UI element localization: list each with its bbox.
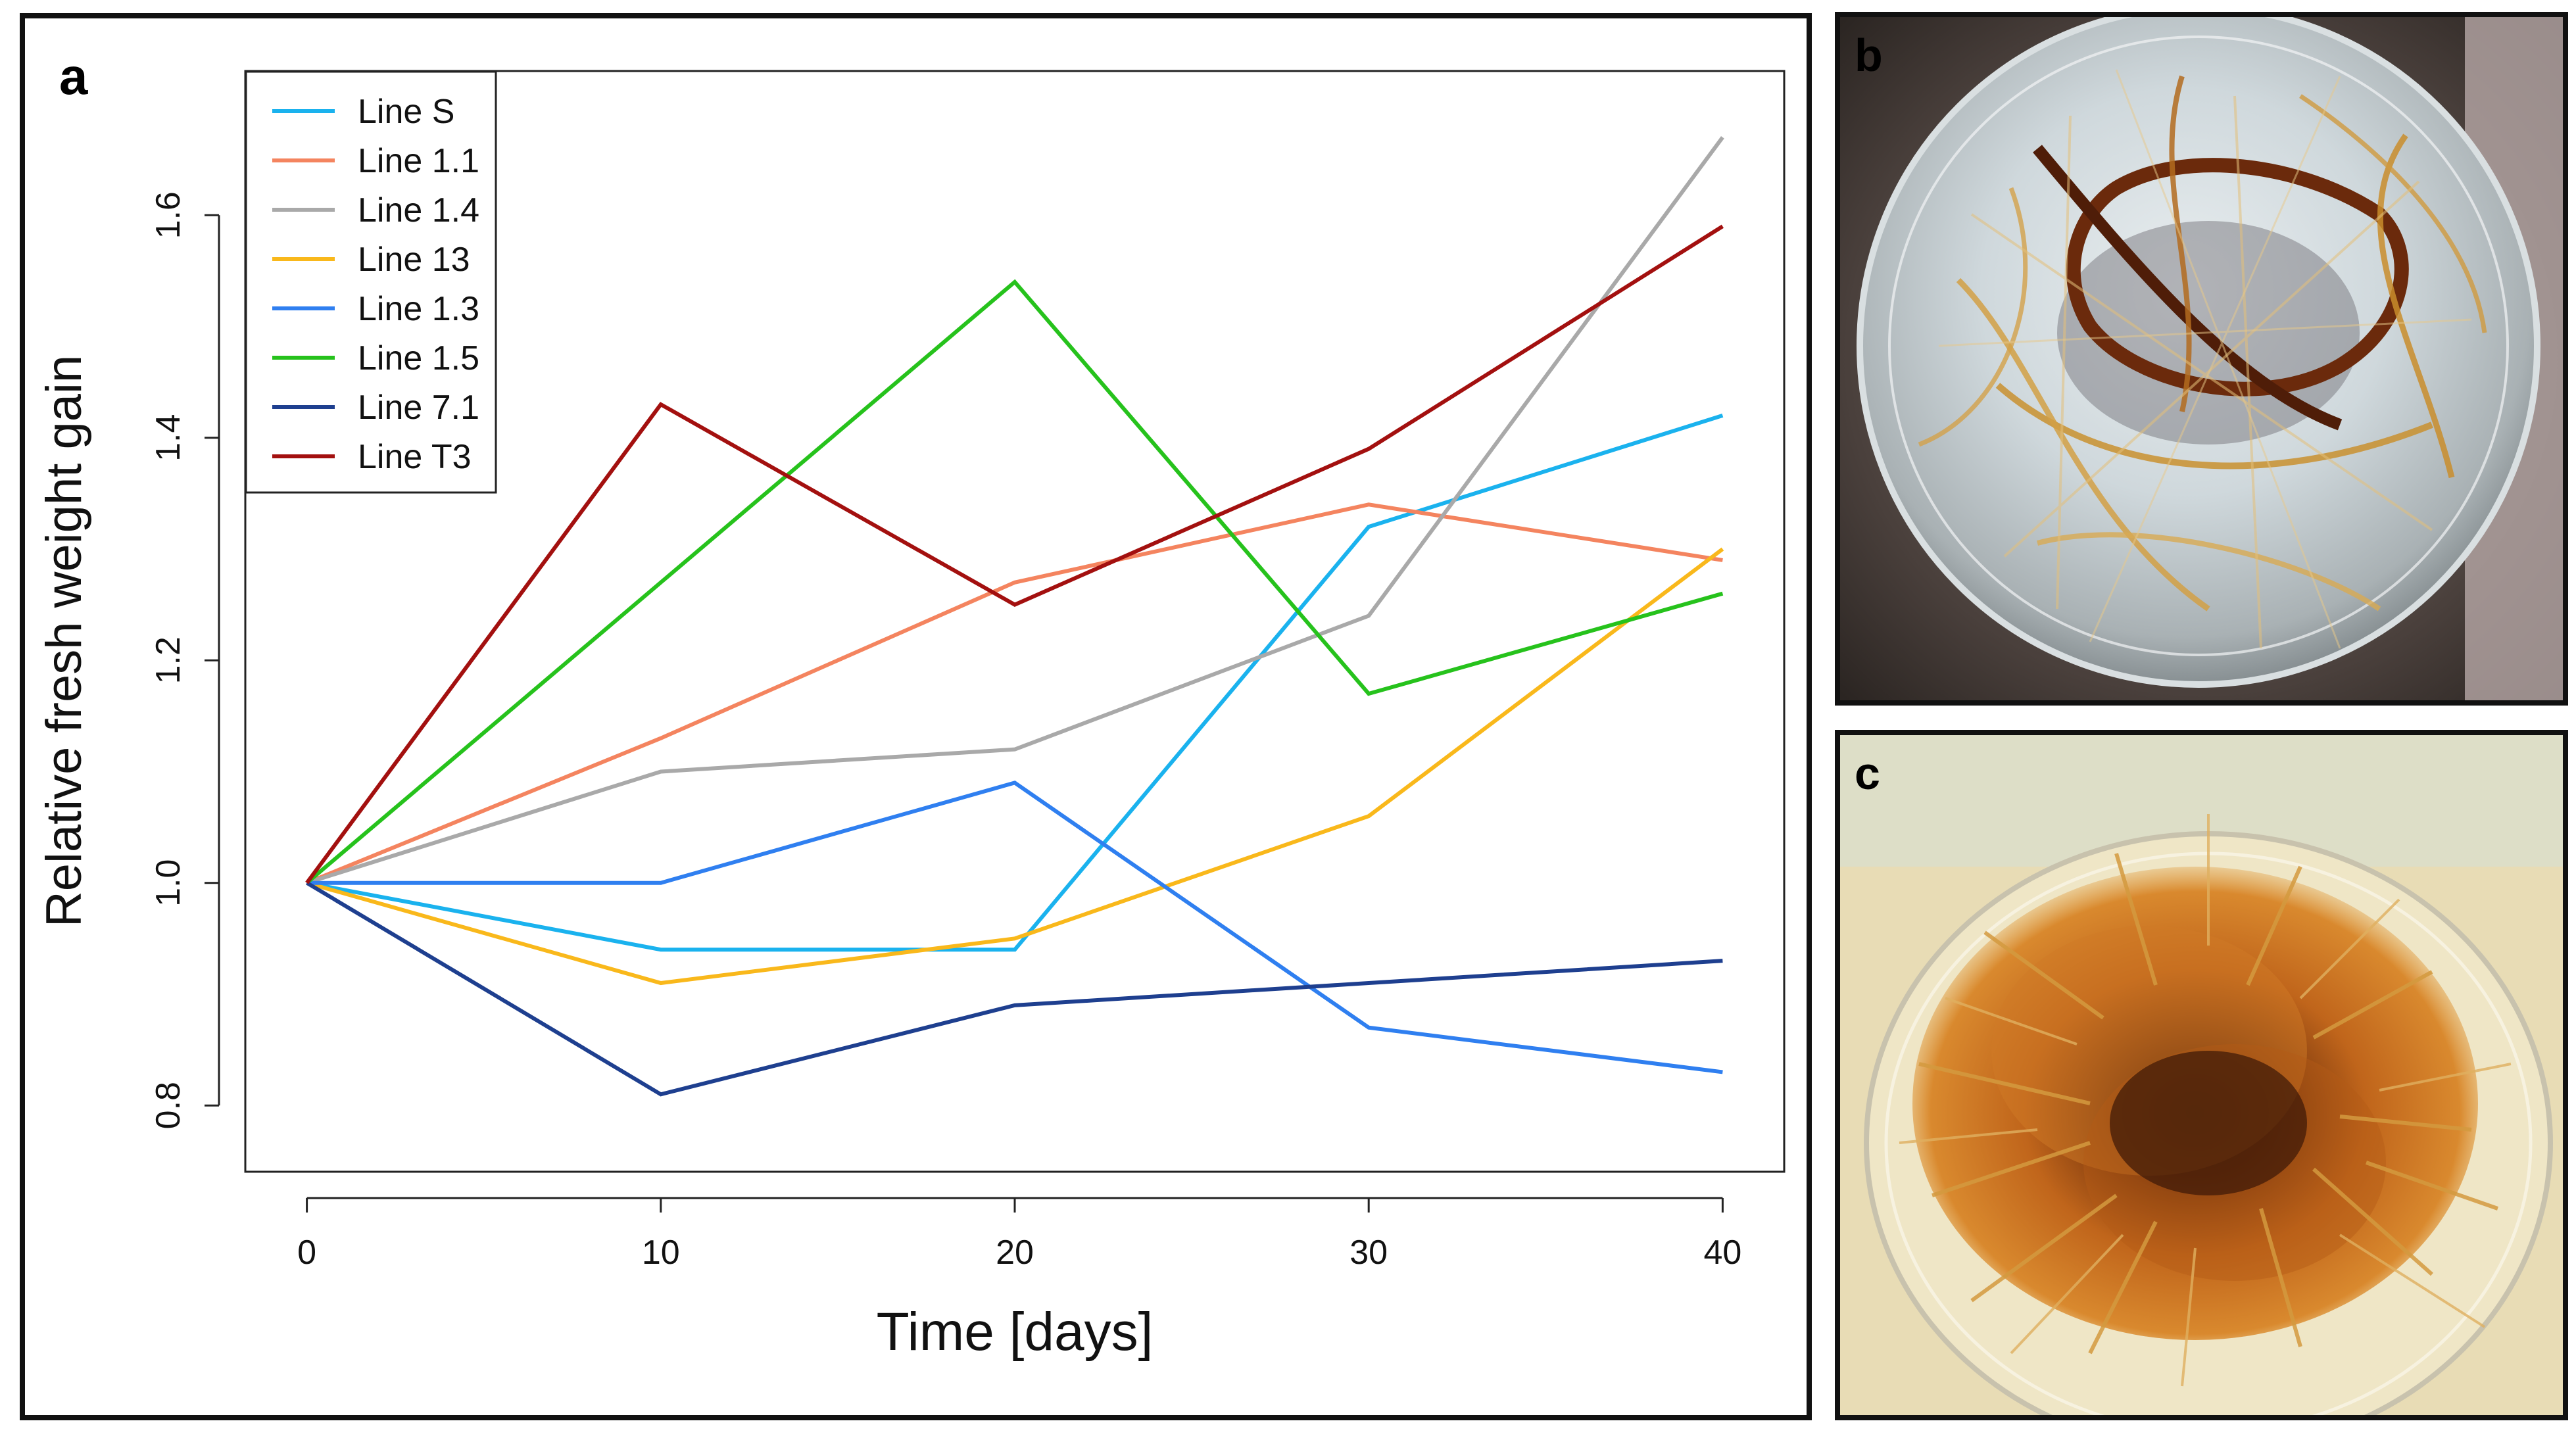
series-line-line-1-1 — [306, 502, 1723, 885]
series-line-line-7-1 — [306, 881, 1723, 1097]
panel-a-chart: a 0 10 20 30 40 0.8 1.0 1.2 1.4 1.6 Time [days] … — [20, 13, 1812, 1420]
y-tick-label: 1.2 — [149, 637, 187, 684]
legend-entry-label: Line 1.4 — [358, 191, 479, 229]
x-tick-label: 10 — [642, 1234, 680, 1272]
y-tick-label: 0.8 — [149, 1082, 187, 1129]
series-line-line-1-3 — [306, 781, 1723, 1074]
legend-box — [245, 70, 497, 494]
legend-entry-label: Line 1.3 — [358, 290, 479, 328]
x-tick-label: 40 — [1703, 1234, 1741, 1272]
series-layer — [305, 136, 1724, 1097]
legend-entry-label: Line T3 — [358, 438, 472, 476]
x-axis: 0 10 20 30 40 — [297, 1197, 1741, 1272]
y-axis-label: Relative fresh weight gain — [36, 355, 92, 927]
legend-entry-label: Line 13 — [358, 241, 470, 279]
legend-entry-label: Line 1.1 — [358, 142, 479, 180]
y-tick-label: 1.4 — [149, 414, 187, 462]
root-petri-dish-photo: c — [1840, 735, 2563, 1415]
legend: Line S Line 1.1 Line 1.4 Line 13 Line 1.3 Lin… — [245, 70, 497, 494]
series-line-line-t3 — [305, 224, 1724, 884]
chart-svg: a 0 10 20 30 40 0.81.01.21.41.6 Time [days] … — [36, 47, 1786, 1362]
panel-c-photo: c — [1835, 730, 2568, 1420]
series-line-line-1-5 — [305, 279, 1724, 884]
series-line-line-1-4 — [306, 136, 1724, 885]
panel-label-c: c — [1855, 748, 1880, 799]
x-axis-label: Time [days] — [877, 1302, 1154, 1362]
panel-label-b: b — [1855, 30, 1883, 81]
legend-entry-label: Line 7.1 — [358, 389, 479, 427]
series-line-line-13 — [306, 547, 1724, 986]
legend-entry-label: Line S — [358, 93, 454, 131]
root-vessel-photo: b — [1840, 17, 2563, 700]
series-line-line-s — [306, 414, 1724, 952]
panel-label-a: a — [59, 47, 88, 105]
panel-b-photo: b — [1835, 12, 2568, 706]
legend-entry-label: Line 1.5 — [358, 339, 479, 377]
x-tick-label: 30 — [1349, 1234, 1388, 1272]
x-tick-label: 20 — [996, 1234, 1034, 1272]
x-tick-label: 0 — [297, 1234, 316, 1272]
y-tick-label: 1.0 — [149, 859, 187, 907]
y-axis: 0.8 1.0 1.2 1.4 1.6 — [149, 191, 220, 1129]
y-tick-label: 1.6 — [149, 191, 187, 239]
plot-area — [244, 70, 1786, 1173]
